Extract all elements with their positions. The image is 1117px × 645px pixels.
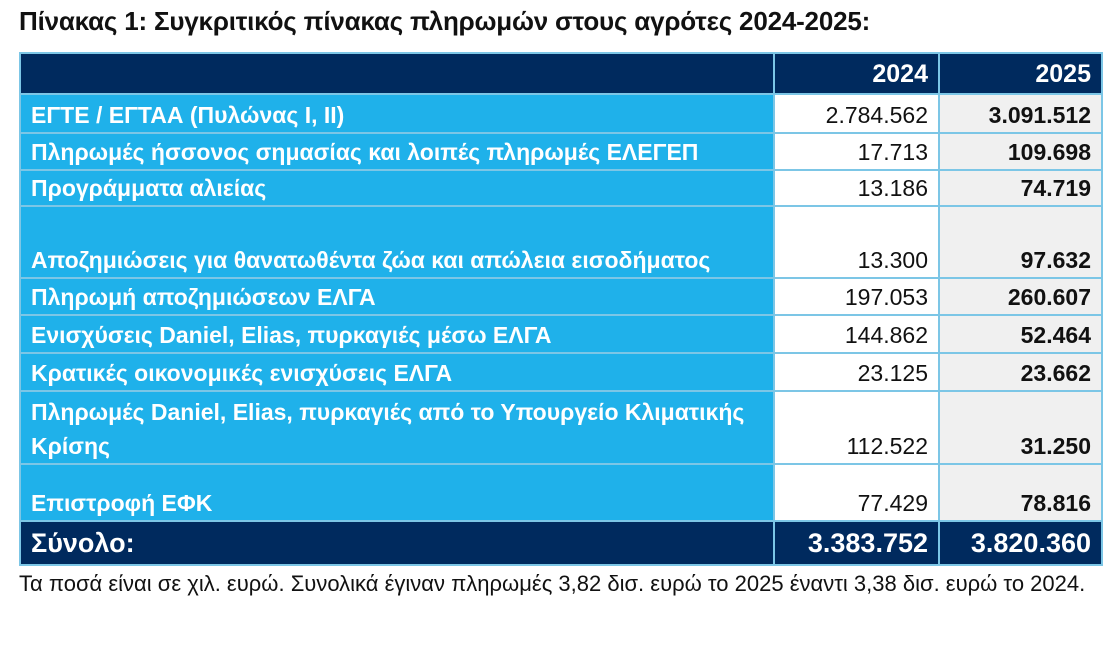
row-label: Ενισχύσεις Daniel, Elias, πυρκαγιές μέσω…: [19, 314, 775, 354]
value-2025: 3.091.512: [938, 93, 1103, 134]
value-2024: 112.522: [773, 390, 940, 465]
value-2024: 2.784.562: [773, 93, 940, 134]
row-label: ΕΓΤΕ / ΕΓΤΑΑ (Πυλώνας Ι, ΙΙ): [19, 93, 775, 134]
row-label: Αποζημιώσεις για θανατωθέντα ζώα και απώ…: [19, 205, 775, 279]
value-2024: 197.053: [773, 277, 940, 316]
total-label: Σύνολο:: [19, 520, 775, 566]
value-2025: 52.464: [938, 314, 1103, 354]
value-2024: 13.300: [773, 205, 940, 279]
table-row: Πληρωμές ήσσονος σημασίας και λοιπές πλη…: [19, 132, 1103, 171]
row-label: Πληρωμή αποζημιώσεων ΕΛΓΑ: [19, 277, 775, 316]
table-row: Πληρωμή αποζημιώσεων ΕΛΓΑ 197.053 260.60…: [19, 277, 1103, 316]
table-row: Προγράμματα αλιείας 13.186 74.719: [19, 169, 1103, 207]
footnote: Τα ποσά είναι σε χιλ. ευρώ. Συνολικά έγι…: [19, 571, 1086, 596]
row-label: Προγράμματα αλιείας: [19, 169, 775, 207]
header-2025: 2025: [938, 52, 1103, 95]
header-2024: 2024: [773, 52, 940, 95]
payments-table: 2024 2025 ΕΓΤΕ / ΕΓΤΑΑ (Πυλώνας Ι, ΙΙ) 2…: [19, 52, 1103, 566]
value-2024: 17.713: [773, 132, 940, 171]
table-title: Πίνακας 1: Συγκριτικός πίνακας πληρωμών …: [19, 6, 871, 36]
value-2025: 260.607: [938, 277, 1103, 316]
table-row: Πληρωμές Daniel, Elias, πυρκαγιές από το…: [19, 390, 1103, 465]
value-2025: 31.250: [938, 390, 1103, 465]
total-2025: 3.820.360: [938, 520, 1103, 566]
total-2024: 3.383.752: [773, 520, 940, 566]
value-2025: 78.816: [938, 463, 1103, 522]
row-label: Επιστροφή ΕΦΚ: [19, 463, 775, 522]
value-2024: 77.429: [773, 463, 940, 522]
row-label: Πληρωμές ήσσονος σημασίας και λοιπές πλη…: [19, 132, 775, 171]
value-2024: 23.125: [773, 352, 940, 392]
row-label: Πληρωμές Daniel, Elias, πυρκαγιές από το…: [19, 390, 775, 465]
value-2025: 23.662: [938, 352, 1103, 392]
value-2024: 144.862: [773, 314, 940, 354]
value-2025: 74.719: [938, 169, 1103, 207]
value-2024: 13.186: [773, 169, 940, 207]
table-row: ΕΓΤΕ / ΕΓΤΑΑ (Πυλώνας Ι, ΙΙ) 2.784.562 3…: [19, 93, 1103, 134]
table-row: Κρατικές οικονομικές ενισχύσεις ΕΛΓΑ 23.…: [19, 352, 1103, 392]
table-row: Ενισχύσεις Daniel, Elias, πυρκαγιές μέσω…: [19, 314, 1103, 354]
header-row: 2024 2025: [19, 52, 1103, 95]
header-label: [19, 52, 775, 95]
table-row: Αποζημιώσεις για θανατωθέντα ζώα και απώ…: [19, 205, 1103, 279]
value-2025: 97.632: [938, 205, 1103, 279]
row-label: Κρατικές οικονομικές ενισχύσεις ΕΛΓΑ: [19, 352, 775, 392]
table-row: Επιστροφή ΕΦΚ 77.429 78.816: [19, 463, 1103, 522]
total-row: Σύνολο: 3.383.752 3.820.360: [19, 520, 1103, 566]
value-2025: 109.698: [938, 132, 1103, 171]
